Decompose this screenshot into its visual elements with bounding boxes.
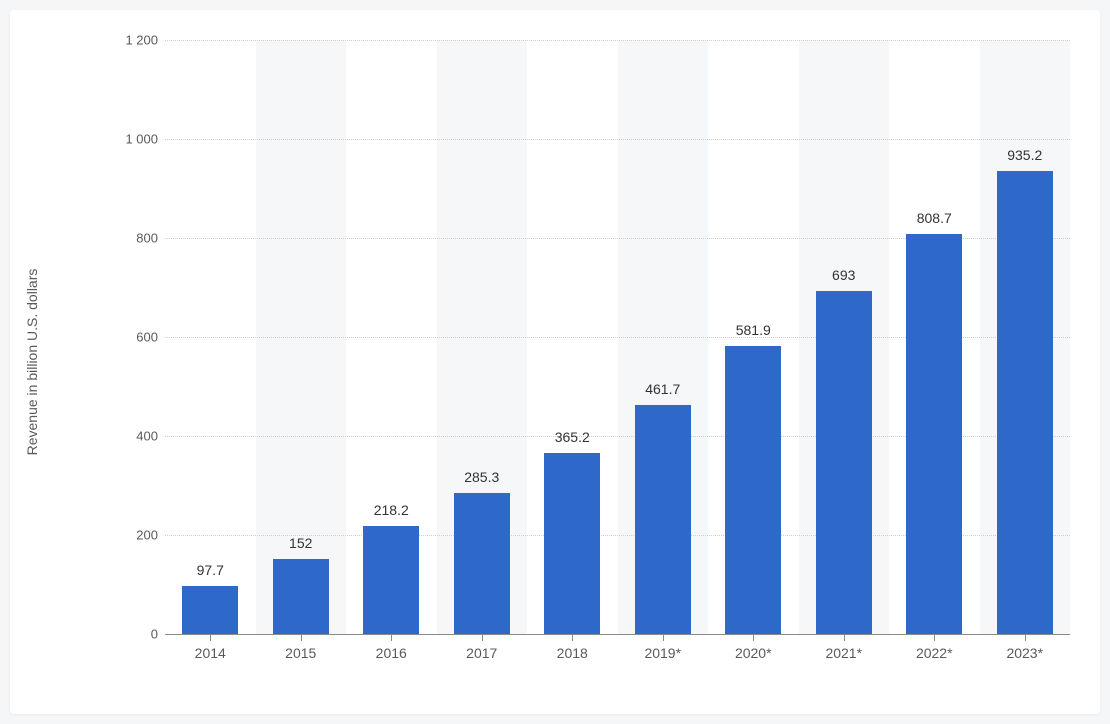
x-tick-label: 2014 — [195, 645, 226, 661]
bar-value-label: 581.9 — [736, 322, 771, 338]
x-tick-mark — [844, 635, 845, 641]
bar[interactable]: 693 — [816, 291, 872, 634]
bar[interactable]: 935.2 — [997, 171, 1053, 634]
x-axis: 2014 2015 2016 2017 2018 2019* 2020* 2021* 2022*… — [165, 634, 1070, 664]
x-tick-label: 2021* — [825, 645, 862, 661]
bar-value-label: 808.7 — [917, 210, 952, 226]
x-tick-mark — [482, 635, 483, 641]
bar[interactable]: 461.7 — [635, 405, 691, 634]
x-tick-mark — [663, 635, 664, 641]
plot-area: 97.7 152 218.2 285.3 365.2 461.7 581.9 693 808.7… — [165, 40, 1070, 634]
x-tick: 2018 — [527, 635, 618, 664]
x-tick: 2020* — [708, 635, 799, 664]
x-tick-label: 2015 — [285, 645, 316, 661]
x-tick-mark — [572, 635, 573, 641]
bar-slot: 285.3 — [437, 40, 528, 634]
bar-slot: 218.2 — [346, 40, 437, 634]
chart-card: Revenue in billion U.S. dollars 97.71522… — [10, 10, 1100, 714]
x-tick: 2017 — [437, 635, 528, 664]
bar-slot: 461.7 — [618, 40, 709, 634]
x-tick-mark — [934, 635, 935, 641]
x-tick-mark — [210, 635, 211, 641]
bar[interactable]: 808.7 — [906, 234, 962, 634]
bar-slot: 693 — [799, 40, 890, 634]
bar-value-label: 365.2 — [555, 429, 590, 445]
x-tick-label: 2023* — [1006, 645, 1043, 661]
x-tick-label: 2020* — [735, 645, 772, 661]
bar-value-label: 218.2 — [374, 502, 409, 518]
y-tick-label: 1 200 — [125, 33, 158, 48]
x-tick: 2015 — [256, 635, 347, 664]
x-tick-label: 2017 — [466, 645, 497, 661]
chart-area: 97.7 152 218.2 285.3 365.2 461.7 581.9 693 808.7… — [110, 40, 1070, 664]
x-tick: 2014 — [165, 635, 256, 664]
y-tick-label: 600 — [136, 330, 158, 345]
bar-slot: 581.9 — [708, 40, 799, 634]
x-tick: 2022* — [889, 635, 980, 664]
x-tick-label: 2016 — [376, 645, 407, 661]
bar[interactable]: 581.9 — [725, 346, 781, 634]
bar[interactable]: 218.2 — [363, 526, 419, 634]
y-tick-label: 0 — [151, 627, 158, 642]
y-tick-label: 1 000 — [125, 131, 158, 146]
bars-row: 97.7 152 218.2 285.3 365.2 461.7 581.9 693 808.7… — [165, 40, 1070, 634]
x-tick-label: 2018 — [557, 645, 588, 661]
x-tick: 2023* — [980, 635, 1071, 664]
bar[interactable]: 285.3 — [454, 493, 510, 634]
x-tick-mark — [301, 635, 302, 641]
x-tick-label: 2019* — [644, 645, 681, 661]
bar-value-label: 693 — [832, 267, 855, 283]
bar-value-label: 152 — [289, 535, 312, 551]
y-axis-title: Revenue in billion U.S. dollars — [24, 269, 40, 456]
bar-value-label: 97.7 — [197, 562, 224, 578]
y-tick-label: 800 — [136, 230, 158, 245]
bar-slot: 935.2 — [980, 40, 1071, 634]
bar-slot: 808.7 — [889, 40, 980, 634]
bar-slot: 365.2 — [527, 40, 618, 634]
bar[interactable]: 365.2 — [544, 453, 600, 634]
bar[interactable]: 97.7 — [182, 586, 238, 634]
x-tick: 2016 — [346, 635, 437, 664]
bar-value-label: 461.7 — [645, 381, 680, 397]
x-tick-mark — [753, 635, 754, 641]
y-tick-label: 200 — [136, 528, 158, 543]
x-tick-label: 2022* — [916, 645, 953, 661]
bar[interactable]: 152 — [273, 559, 329, 634]
y-tick-label: 400 — [136, 428, 158, 443]
bar-value-label: 285.3 — [464, 469, 499, 485]
x-tick-mark — [391, 635, 392, 641]
x-tick: 2021* — [799, 635, 890, 664]
bar-slot: 97.7 — [165, 40, 256, 634]
bar-value-label: 935.2 — [1007, 147, 1042, 163]
x-tick-mark — [1025, 635, 1026, 641]
x-tick: 2019* — [618, 635, 709, 664]
bar-slot: 152 — [256, 40, 347, 634]
